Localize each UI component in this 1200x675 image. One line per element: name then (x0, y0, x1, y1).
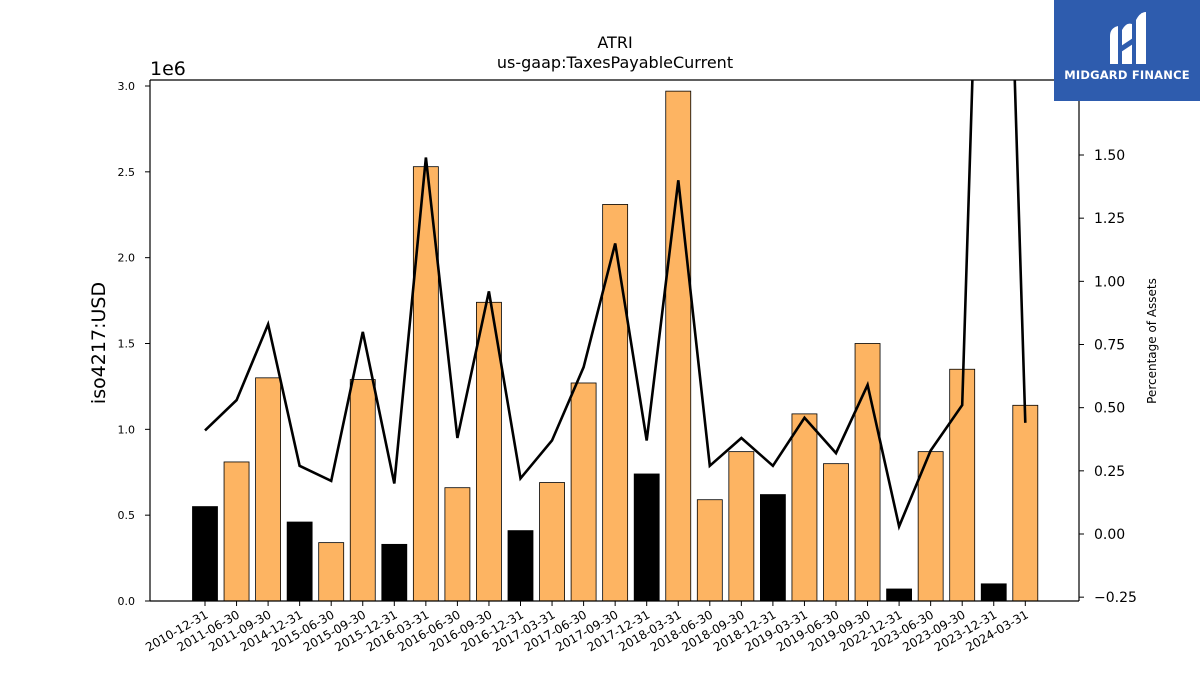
bar (349, 379, 376, 601)
y2-tick-label: 0.25 (1094, 464, 1125, 480)
bar (1012, 404, 1039, 601)
bar (192, 506, 218, 601)
y2-axis-label: Percentage of Assets (1145, 278, 1159, 404)
bar (760, 494, 786, 601)
chart-title: ATRI (597, 33, 632, 52)
bar (539, 482, 565, 601)
bar (476, 301, 502, 601)
axes (149, 79, 1080, 602)
y-ticks: 0.0 0.5 1.0 1.5 2.0 2.5 3.0 (118, 80, 150, 608)
bar (255, 377, 282, 601)
bar (444, 487, 471, 601)
y2-tick-label: 1.50 (1094, 148, 1125, 164)
y2-tick-label: 0.50 (1094, 401, 1125, 417)
bar (570, 382, 597, 601)
bar (949, 368, 976, 601)
bar (696, 499, 723, 601)
bar (665, 90, 692, 601)
y-tick-label: 0.5 (118, 509, 136, 522)
bar (381, 543, 408, 601)
chart-subtitle: us-gaap:TaxesPayableCurrent (497, 53, 733, 72)
y-tick-label: 2.5 (118, 166, 136, 179)
y-tick-label: 1.0 (118, 423, 136, 436)
bar (728, 451, 755, 601)
y-axis-label: iso4217:USD (88, 282, 110, 404)
bar (223, 461, 250, 601)
brand-logo: MIDGARD FINANCE (1054, 0, 1200, 101)
y2-tick-label: −0.25 (1094, 590, 1137, 606)
line-series (204, 80, 1027, 531)
bar (823, 463, 849, 601)
bar (633, 473, 660, 601)
y-offset-label: 1e6 (150, 58, 186, 80)
bar (917, 451, 944, 601)
y2-tick-label: 1.25 (1094, 211, 1125, 227)
bar (791, 413, 818, 601)
bar (286, 521, 313, 601)
y-tick-label: 0.0 (118, 595, 136, 608)
y2-tick-label: 0.00 (1094, 527, 1125, 543)
bar (507, 530, 534, 601)
bar-series (192, 90, 1039, 601)
bar (318, 542, 345, 601)
bar (602, 204, 629, 601)
y2-tick-label: 1.00 (1094, 274, 1125, 290)
y-tick-label: 1.5 (118, 338, 136, 351)
line-series-path (204, 80, 1027, 531)
y2-tick-label: 0.75 (1094, 338, 1125, 354)
logo-text: MIDGARD FINANCE (1064, 68, 1190, 82)
x-ticks: 2010-12-312011-06-302011-09-302014-12-31… (143, 601, 1031, 654)
y-tick-label: 2.0 (118, 252, 136, 265)
bar (980, 583, 1007, 601)
y-tick-label: 3.0 (118, 80, 136, 93)
y2-ticks: −0.25 0.00 0.25 0.50 0.75 1.00 1.25 1.50 (1079, 148, 1137, 606)
bar (886, 588, 912, 601)
midgard-logo-icon (1110, 12, 1146, 65)
